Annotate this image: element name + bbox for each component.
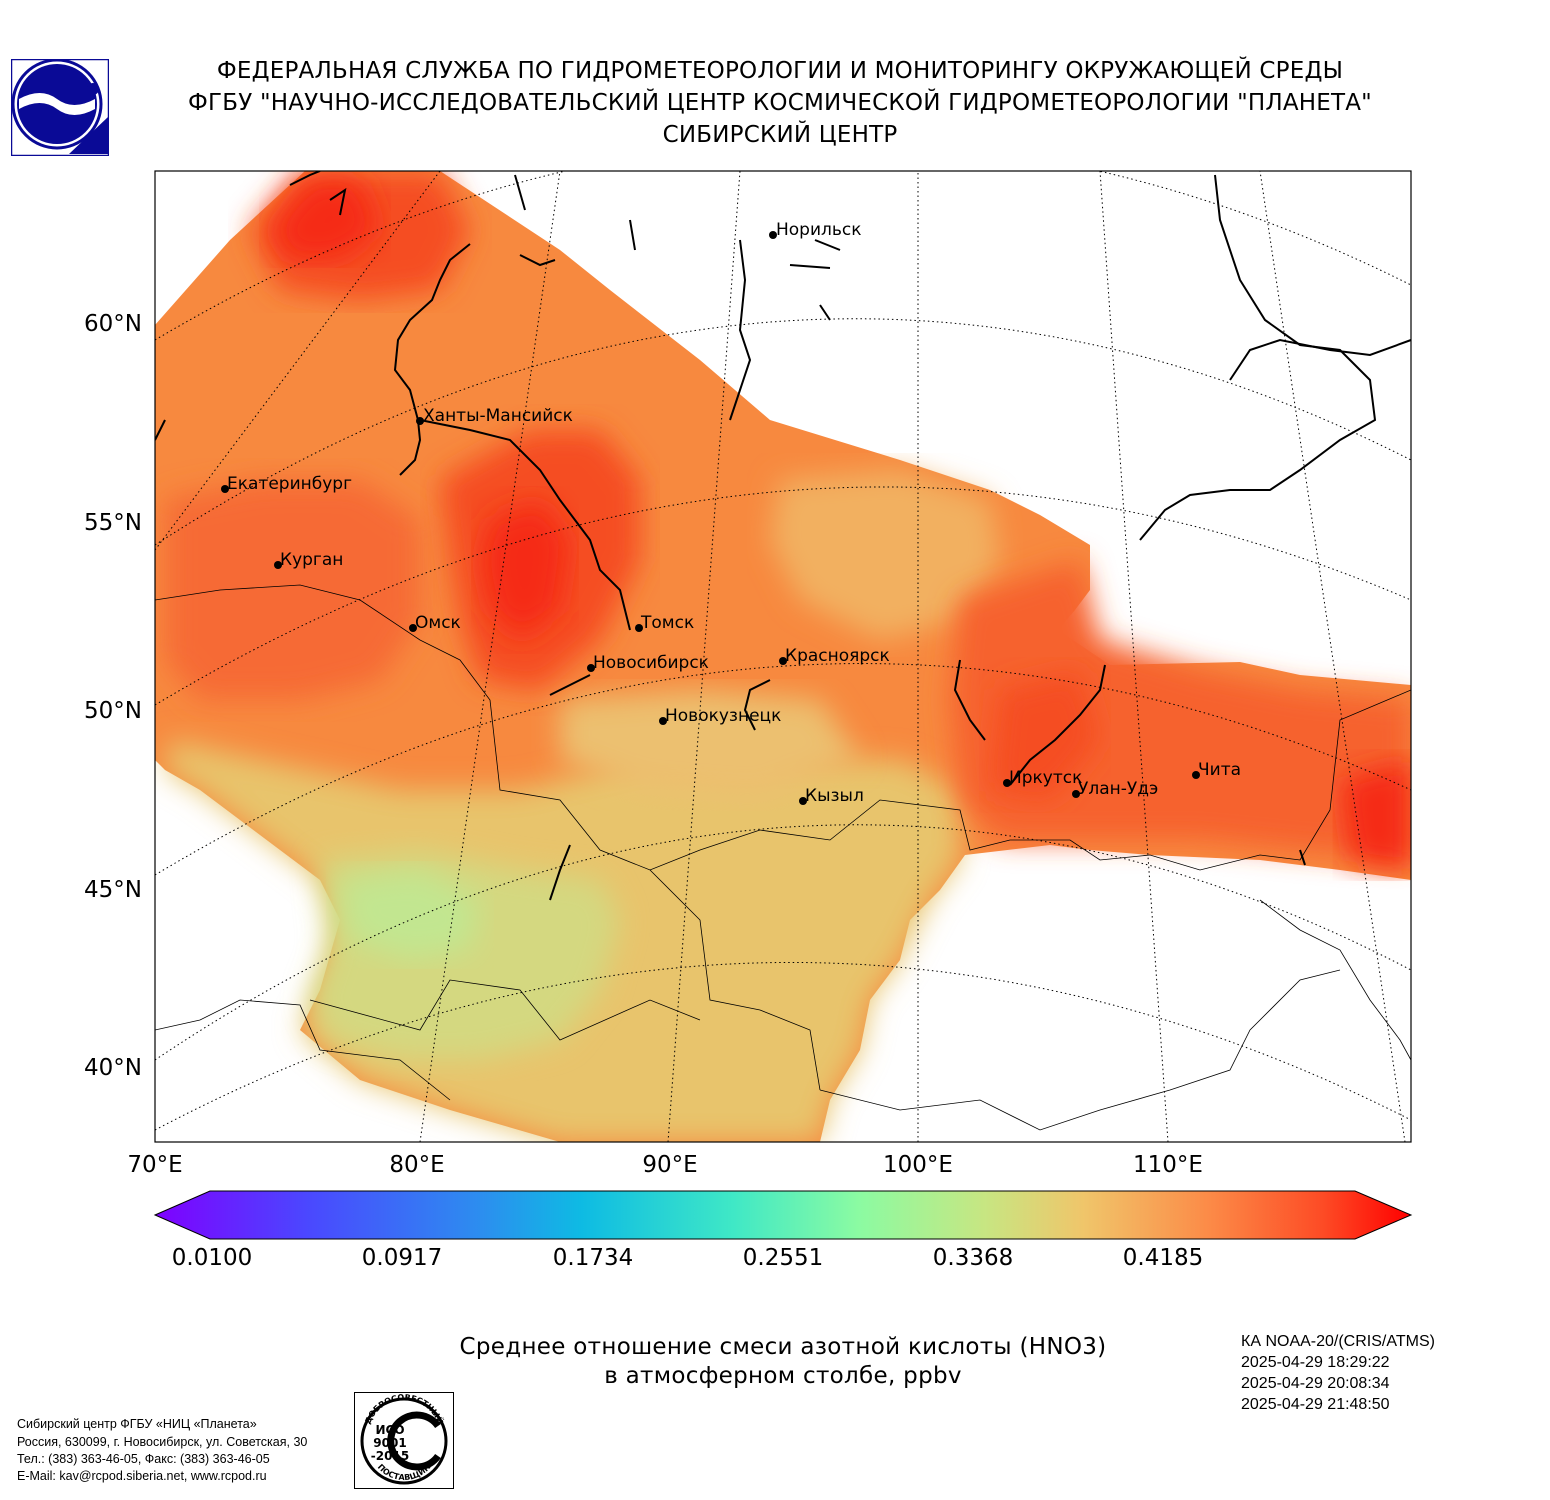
footer-email: E-Mail: kav@rcpod.siberia.net, www.rcpod… [17,1469,267,1483]
lat-label-40: 40°N [84,1055,142,1081]
pass-time-3: 2025-04-29 21:48:50 [1241,1396,1390,1413]
lon-label-90: 90°E [642,1152,698,1178]
colorbar-body [153,1190,1413,1240]
lon-label-100: 100°E [883,1152,953,1178]
colorbar [153,1190,1413,1240]
city-label-kurgan: Курган [280,550,343,570]
colorbar-tick-3: 0.2551 [742,1245,824,1271]
footer-org: Сибирский центр ФГБУ «НИЦ «Планета» [17,1417,257,1431]
lat-label-60: 60°N [84,311,142,337]
agency-title-line3: СИБИРСКИЙ ЦЕНТР [662,122,898,148]
city-dot-ulan-ude [1072,790,1080,798]
city-dot-tomsk [635,624,643,632]
city-label-ulan-ude: Улан-Удэ [1078,779,1158,799]
swath-baikal-red [950,560,1411,860]
colorbar-tick-2: 0.1734 [552,1245,634,1271]
footer-phone: Тел.: (383) 363-46-05, Факс: (383) 363-4… [17,1452,270,1466]
city-dot-irkutsk [1003,779,1011,787]
city-dot-kyzyl [799,797,807,805]
city-label-chita: Чита [1198,760,1241,780]
graticule [155,171,1411,1142]
city-dot-kurgan [274,561,282,569]
city-label-tomsk: Томск [640,613,694,633]
city-label-omsk: Омск [415,613,461,633]
city-dot-omsk [409,624,417,632]
lon-label-110: 110°E [1133,1152,1203,1178]
pass-time-1: 2025-04-29 18:29:22 [1241,1354,1390,1371]
colorbar-tick-0: 0.0100 [171,1245,253,1271]
city-dot-krasnoyarsk [779,657,787,665]
city-label-novosibirsk: Новосибирск [593,653,709,673]
swath-baikal-core [990,670,1100,800]
city-labels: Норильск Ханты-Мансийск Екатеринбург Кур… [227,220,1241,806]
city-dot-norilsk [769,231,777,239]
country-borders [155,584,1411,1131]
lat-label-45: 45°N [84,877,142,903]
lat-label-55: 55°N [84,510,142,536]
swath-light-green [340,870,480,960]
svg-text:9001: 9001 [373,1436,406,1450]
lon-label-80: 80°E [389,1152,445,1178]
satellite-name: КА NOAA-20/(CRIS/ATMS) [1241,1333,1435,1350]
footer-address: Россия, 630099, г. Новосибирск, ул. Сове… [17,1435,308,1449]
city-label-kyzyl: Кызыл [805,786,864,806]
city-label-khanty-mansiysk: Ханты-Мансийск [423,406,573,426]
pass-time-2: 2025-04-29 20:08:34 [1241,1375,1390,1392]
agency-title-line1: ФЕДЕРАЛЬНАЯ СЛУЖБА ПО ГИДРОМЕТЕОРОЛОГИИ … [216,58,1344,84]
iso-certification-stamp: ДОБРОСОВЕСТНЫЙ ПОСТАВЩИК ИСО 9001 -2015 [354,1392,454,1489]
swath-east-light [770,470,1000,640]
city-label-novokuznetsk: Новокузнецк [665,706,781,726]
swath-mid-yellow [560,690,860,800]
rivers-and-coasts [155,171,1411,901]
svg-text:ИСО: ИСО [375,1423,404,1437]
city-label-irkutsk: Иркутск [1009,768,1082,788]
hno3-data-field [155,171,1411,1142]
planeta-logo-icon [11,59,109,156]
swath-west-red [165,480,420,700]
colorbar-tick-4: 0.3368 [932,1245,1014,1271]
city-label-norilsk: Норильск [776,220,862,240]
lat-label-50: 50°N [84,698,142,724]
city-dot-khanty-mansiysk [416,417,424,425]
city-dot-novosibirsk [587,664,595,672]
figure-title-line1: Среднее отношение смеси азотной кислоты … [459,1334,1107,1360]
map-frame [154,170,1412,1143]
city-dot-chita [1192,771,1200,779]
colorbar-tick-5: 0.4185 [1122,1245,1204,1271]
colorbar-tick-1: 0.0917 [361,1245,443,1271]
lon-label-70: 70°E [127,1152,183,1178]
svg-text:-2015: -2015 [371,1449,409,1463]
city-dot-novokuznetsk [659,717,667,725]
city-dot-ekaterinburg [221,485,229,493]
swath-central-darkred [480,500,570,640]
city-label-ekaterinburg: Екатеринбург [227,474,352,494]
swath-east-darkred [1340,760,1411,870]
city-markers [221,231,1200,805]
figure-title-line2: в атмосферном столбе, ppbv [604,1363,962,1389]
agency-title-line2: ФГБУ "НАУЧНО-ИССЛЕДОВАТЕЛЬСКИЙ ЦЕНТР КОС… [188,90,1372,116]
city-label-krasnoyarsk: Красноярск [785,646,890,666]
